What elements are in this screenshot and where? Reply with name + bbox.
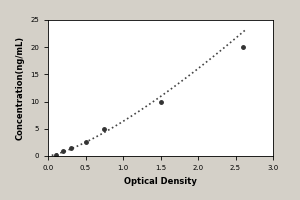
Y-axis label: Concentration(ng/mL): Concentration(ng/mL) [15, 36, 24, 140]
X-axis label: Optical Density: Optical Density [124, 177, 197, 186]
